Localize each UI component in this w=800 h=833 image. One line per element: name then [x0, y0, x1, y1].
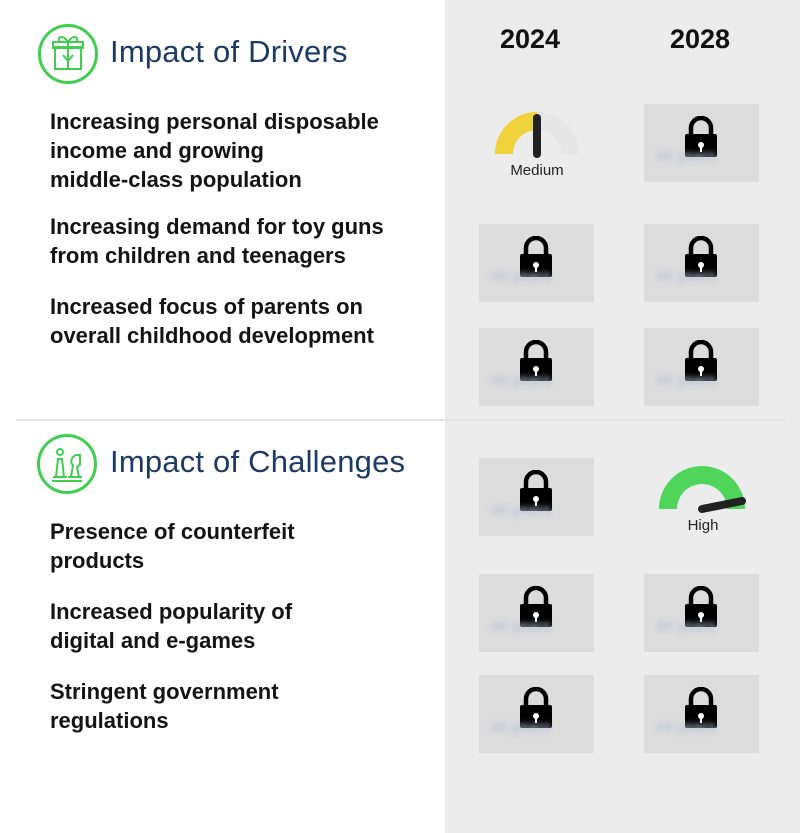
driver-label-3: Increased focus of parents on overall ch…	[50, 294, 374, 348]
driver-label-1: Increasing personal disposable income an…	[50, 109, 379, 192]
padlock-icon	[520, 687, 552, 728]
locked-cell[interactable]: ## years	[644, 675, 759, 753]
blurred-value: ## years	[656, 372, 717, 389]
padlock-icon	[685, 687, 717, 728]
padlock-icon	[685, 340, 717, 381]
challenge-label-1: Presence of counterfeit products	[50, 519, 295, 573]
medium-gauge: Medium	[482, 106, 592, 186]
blurred-value: ## years	[656, 148, 717, 165]
padlock-icon	[520, 586, 552, 627]
drivers-title: Impact of Drivers	[110, 34, 348, 69]
challenges-title: Impact of Challenges	[110, 444, 406, 479]
blurred-value: ## years	[491, 719, 552, 736]
blurred-value: ## years	[491, 372, 552, 389]
challenge-label-2: Increased popularity of digital and e-ga…	[50, 599, 293, 653]
padlock-icon	[685, 586, 717, 627]
high-gauge-label: High	[687, 517, 719, 534]
locked-cell[interactable]: ## years	[644, 574, 759, 652]
high-gauge: High	[648, 461, 758, 541]
chess-pieces-icon	[37, 434, 97, 494]
blurred-value: ## years	[656, 268, 717, 285]
challenge-label-3: Stringent government regulations	[50, 679, 279, 733]
section-divider	[16, 419, 785, 421]
padlock-icon	[685, 116, 717, 157]
gift-box-icon	[38, 24, 98, 84]
driver-label-2: Increasing demand for toy guns from chil…	[50, 214, 384, 268]
padlock-icon	[685, 236, 717, 277]
medium-gauge-label: Medium	[510, 162, 564, 179]
locked-cell[interactable]: ## years	[644, 328, 759, 406]
padlock-icon	[520, 340, 552, 381]
blurred-value: ## years	[491, 618, 552, 635]
blurred-value: ## years	[491, 268, 552, 285]
locked-cell[interactable]: ## years	[479, 574, 594, 652]
locked-cell[interactable]: ## years	[479, 458, 594, 536]
locked-cell[interactable]: ## years	[479, 328, 594, 406]
locked-cell[interactable]: ## years	[479, 675, 594, 753]
blurred-value: ## years	[656, 719, 717, 736]
padlock-icon	[520, 236, 552, 277]
locked-cell[interactable]: ## years	[644, 224, 759, 302]
year-2024-header: 2024	[499, 24, 561, 54]
blurred-value: ## years	[656, 618, 717, 635]
padlock-icon	[520, 470, 552, 511]
locked-cell[interactable]: ## years	[479, 224, 594, 302]
locked-cell[interactable]: ## years	[644, 104, 759, 182]
year-2028-header: 2028	[669, 24, 731, 54]
blurred-value: ## years	[491, 502, 552, 519]
